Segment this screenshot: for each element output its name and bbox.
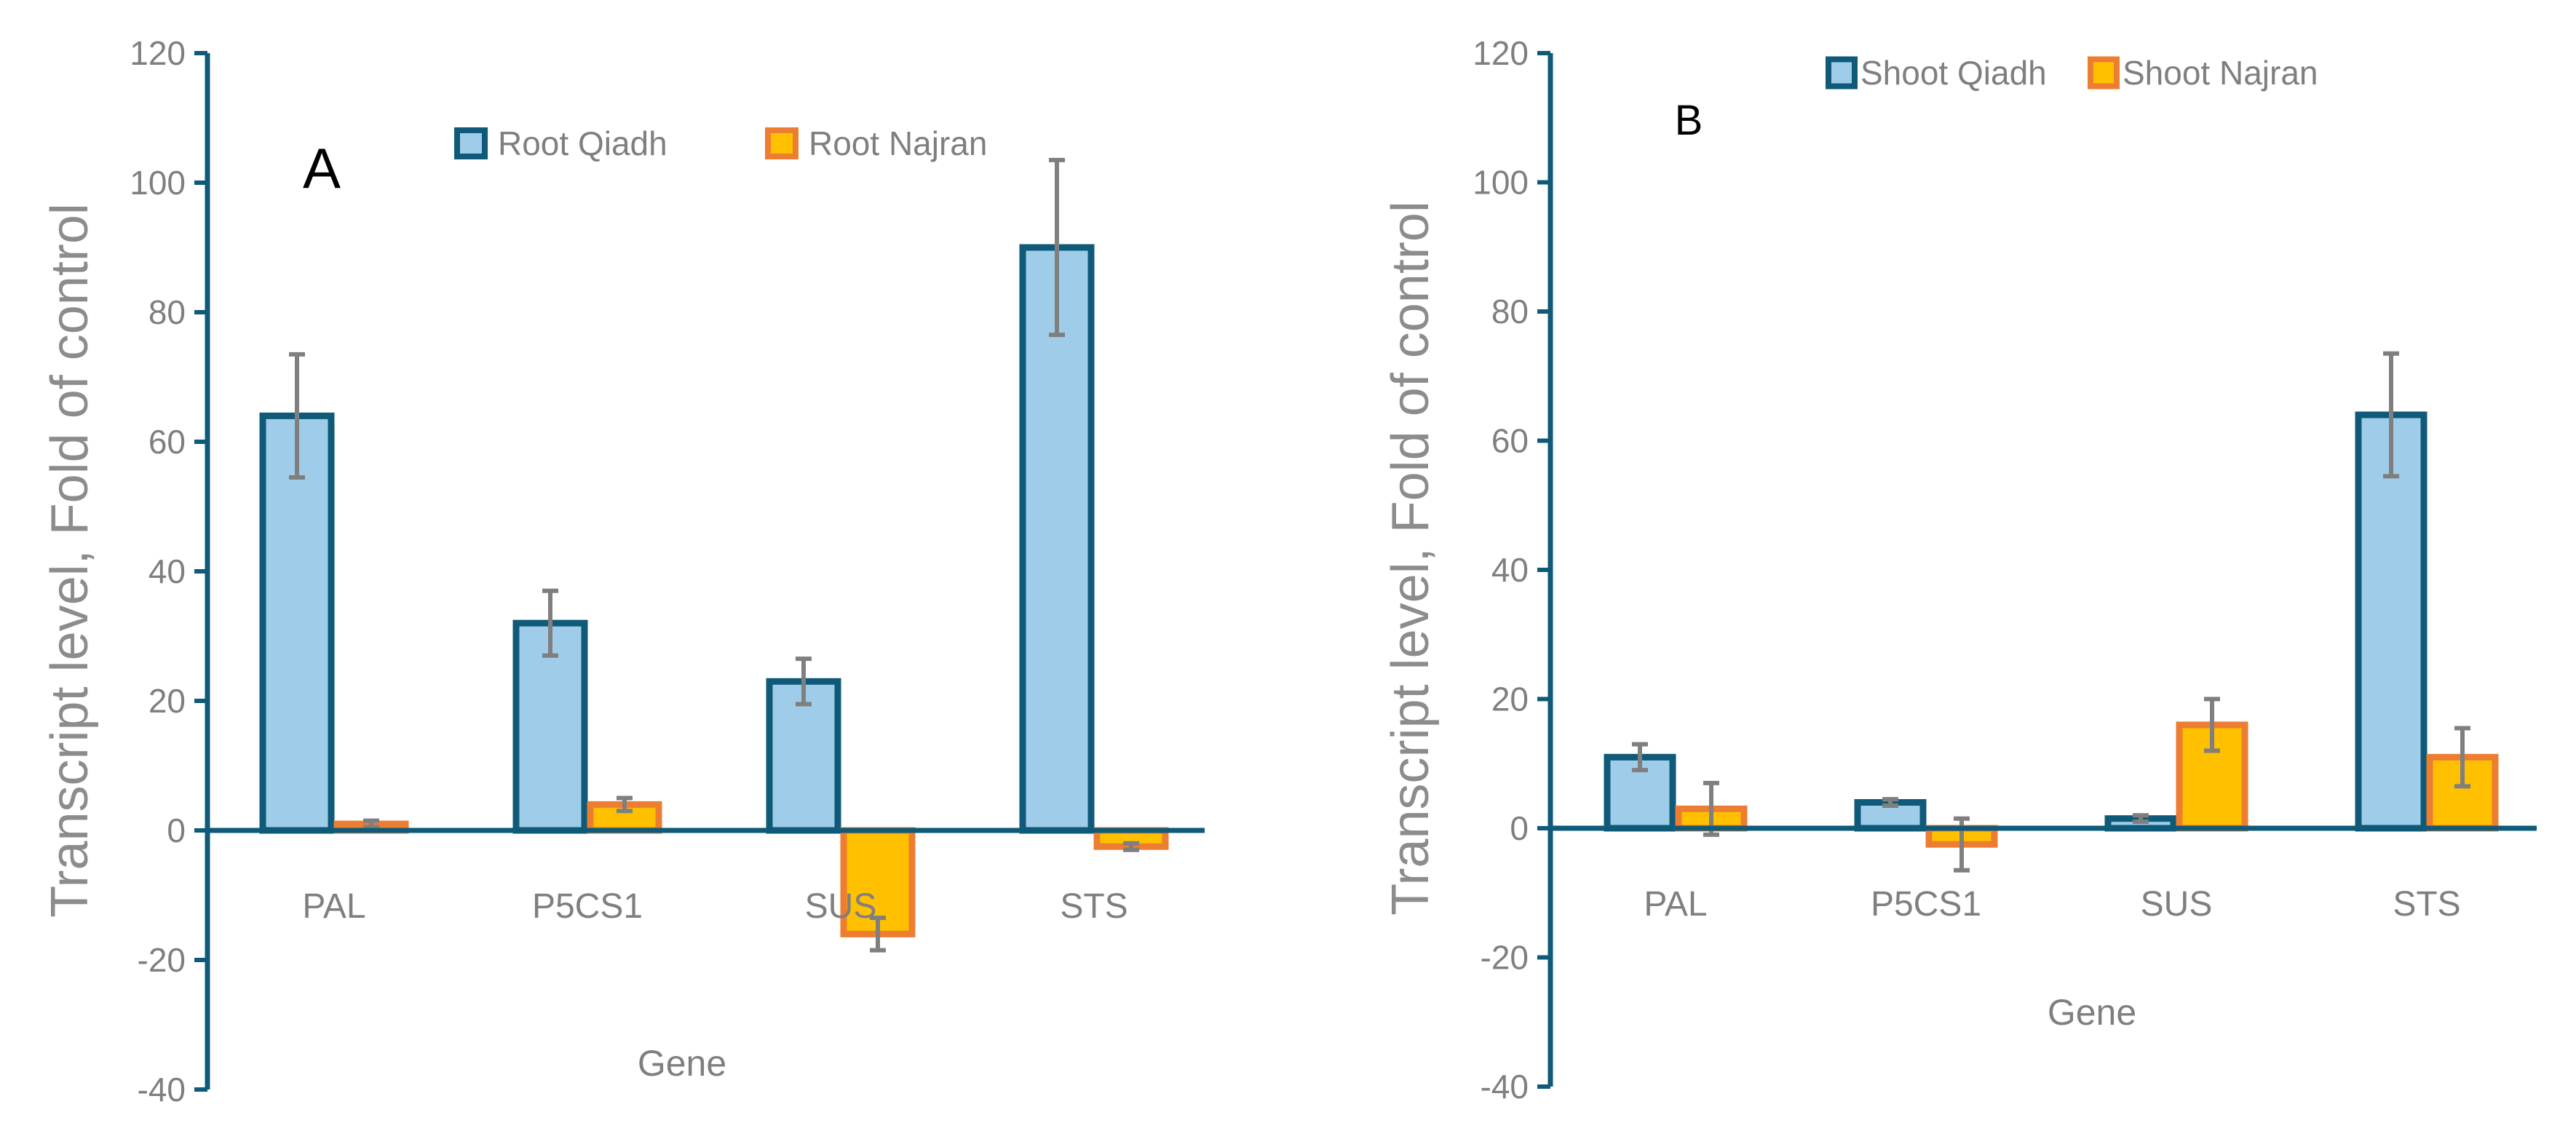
y-tick-label: 100 [1473, 164, 1529, 202]
y-tick-label: 80 [148, 293, 186, 331]
legend-swatch-root-najran [765, 127, 798, 159]
category-label: STS [2393, 885, 2460, 924]
legend-swatch-shoot-qiadh [1826, 56, 1858, 90]
y-tick-label: 60 [148, 423, 186, 461]
legend-label: Root Qiadh [498, 124, 667, 162]
y-tick-label: 100 [130, 164, 186, 202]
y-tick-label: 0 [1510, 809, 1529, 847]
legend-label: Root Najran [809, 124, 987, 162]
legend-swatch-shoot-najran [2088, 56, 2120, 90]
y-tick-label: 20 [1491, 680, 1529, 718]
y-tick-label: 120 [130, 34, 186, 72]
chart-panel-a: Transcript level, Fold of control Gene A… [41, 34, 1205, 1108]
category-label: SUS [2141, 885, 2213, 924]
category-label: P5CS1 [532, 887, 643, 926]
y-tick-label: 40 [148, 552, 186, 590]
category-label: SUS [805, 887, 877, 926]
legend-swatch-root-qiadh [454, 127, 488, 159]
y-tick-label: 60 [1491, 422, 1529, 460]
y-tick-label: 40 [1491, 551, 1529, 589]
category-label: P5CS1 [1871, 885, 1981, 924]
y-tick-label: -20 [138, 941, 186, 979]
y-tick-label: 0 [167, 811, 186, 849]
legend-label: Shoot Qiadh [1860, 54, 2047, 92]
category-label: STS [1060, 887, 1128, 926]
y-tick-label: -40 [138, 1071, 186, 1108]
x-axis-title: Gene [638, 1043, 726, 1084]
x-axis-title: Gene [2048, 992, 2136, 1033]
y-tick-label: -40 [1481, 1068, 1529, 1106]
y-tick-label: -20 [1481, 939, 1529, 977]
legend-label: Shoot Najran [2123, 54, 2318, 92]
y-tick-label: 80 [1491, 293, 1529, 330]
y-tick-label: 20 [148, 682, 186, 720]
category-label: PAL [302, 887, 365, 926]
chart-panel-b: Transcript level, Fold of control Gene B… [1382, 34, 2537, 1106]
panel-label: B [1675, 97, 1703, 144]
y-axis-title: Transcript level, Fold of control [1382, 201, 1440, 916]
y-tick-label: 120 [1473, 34, 1529, 72]
y-axis-title: Transcript level, Fold of control [41, 203, 99, 918]
panel-label: A [303, 136, 341, 200]
category-label: PAL [1644, 885, 1707, 924]
